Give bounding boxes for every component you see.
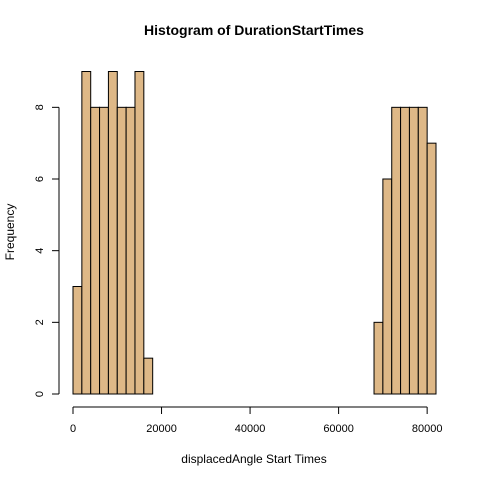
histogram-bar-6 (125, 106, 136, 395)
histogram-bar-36 (391, 106, 402, 395)
chart-title: Histogram of DurationStartTimes (144, 22, 364, 38)
x-axis-label: displacedAngle Start Times (181, 452, 326, 466)
histogram-bar-3 (99, 106, 109, 395)
histogram-bar-39 (417, 106, 428, 395)
histogram-bar-8 (143, 357, 154, 395)
x-tick-label-0: 0 (70, 423, 76, 435)
x-axis: 0 20000 40000 60000 80000 (70, 406, 443, 435)
x-tick-label-2: 40000 (235, 423, 266, 435)
y-tick-label-1: 2 (34, 319, 46, 325)
x-tick-label-1: 20000 (146, 423, 177, 435)
histogram-bar-1 (81, 71, 92, 395)
histogram-bar-35 (382, 178, 393, 395)
histogram-bar-7 (134, 71, 145, 395)
histogram-bar-38 (408, 106, 419, 395)
histogram-bar-4 (107, 71, 118, 395)
y-axis: 0 2 4 6 8 (34, 104, 60, 397)
histogram-bar-2 (90, 106, 101, 395)
histogram-bar-0 (72, 286, 83, 395)
y-tick-label-4: 8 (34, 104, 46, 110)
x-tick-label-4: 80000 (412, 423, 443, 435)
x-tick-label-3: 60000 (323, 423, 354, 435)
histogram-bar-40 (426, 142, 437, 395)
y-tick-label-3: 6 (34, 176, 46, 182)
histogram-bar-37 (400, 106, 410, 395)
y-tick-label-2: 4 (34, 248, 46, 254)
histogram-bar-34 (373, 321, 384, 395)
y-tick-label-0: 0 (34, 391, 46, 397)
bars-group (72, 71, 437, 395)
histogram-bar-5 (116, 106, 127, 395)
y-axis-label: Frequency (3, 204, 17, 261)
